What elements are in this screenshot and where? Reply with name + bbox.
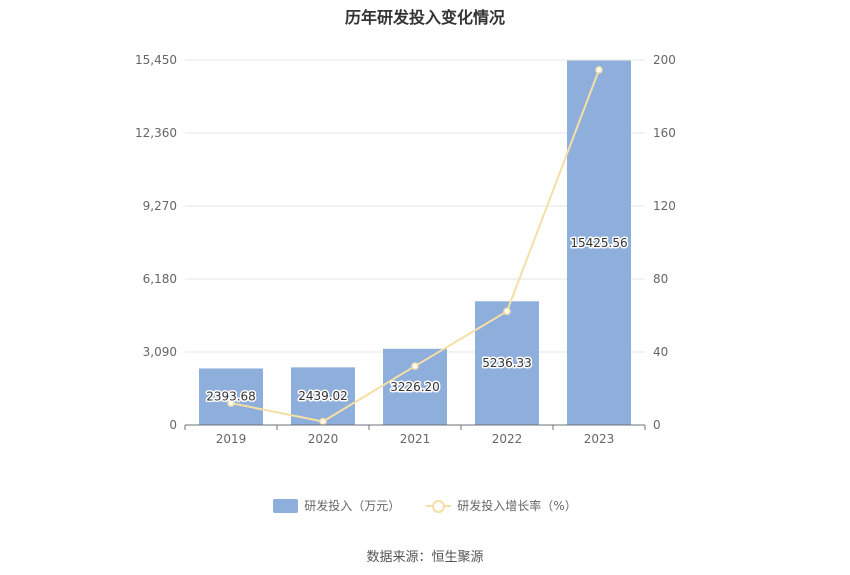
legend: 研发投入（万元） 研发投入增长率（%） [0, 497, 850, 514]
bar [475, 301, 539, 425]
right-axis-tick-label: 40 [653, 345, 668, 359]
bar [567, 60, 631, 425]
legend-line-swatch [426, 499, 452, 513]
right-axis-tick-label: 80 [653, 272, 668, 286]
bar-series [199, 60, 631, 425]
legend-item-line[interactable]: 研发投入增长率（%） [426, 497, 577, 514]
legend-bar-label: 研发投入（万元） [304, 499, 401, 513]
right-axis-tick-label: 160 [653, 126, 676, 140]
x-axis-tick-label: 2019 [216, 432, 247, 446]
right-axis-tick-label: 0 [653, 418, 661, 432]
x-axis-tick-label: 2020 [308, 432, 339, 446]
left-axis-tick-label: 15,450 [135, 53, 177, 67]
bar [291, 367, 355, 425]
bar-data-label: 2439.02 [298, 389, 348, 403]
chart-title: 历年研发投入变化情况 [344, 8, 505, 27]
bar-data-label: 2393.68 [206, 390, 256, 404]
left-y-axis: 0 3,090 6,180 9,270 12,360 15,450 [135, 53, 177, 432]
x-axis-tick-label: 2021 [400, 432, 431, 446]
line-series [227, 66, 603, 426]
right-y-axis: 0 40 80 120 160 200 [653, 53, 676, 432]
growth-rate-point [503, 307, 511, 316]
growth-rate-point [411, 362, 419, 370]
growth-rate-point [595, 66, 603, 74]
bar-data-label: 3226.20 [390, 380, 440, 394]
x-axis: 2019 2020 2021 2022 2023 [184, 424, 646, 446]
left-axis-tick-label: 3,090 [143, 345, 177, 359]
data-source: 数据来源：恒生聚源 [366, 550, 484, 565]
legend-line-label: 研发投入增长率（%） [457, 499, 577, 513]
left-axis-tick-label: 0 [169, 418, 177, 432]
bar-data-labels: 2393.68 2439.02 3226.20 5236.33 15425.56 [205, 234, 629, 405]
right-axis-tick-label: 200 [653, 53, 676, 67]
x-axis-tick-label: 2023 [584, 432, 615, 446]
bar [383, 348, 447, 425]
right-axis-tick-label: 120 [653, 199, 676, 213]
bar-data-label: 15425.56 [570, 236, 627, 250]
growth-rate-point [227, 399, 235, 407]
bar-data-label: 5236.33 [482, 356, 532, 370]
x-axis-tick-label: 2022 [492, 432, 523, 446]
left-axis-tick-label: 6,180 [143, 272, 177, 286]
legend-bar-swatch [273, 498, 299, 513]
left-axis-tick-label: 12,360 [135, 126, 177, 140]
chart-plot: 0 3,090 6,180 9,270 12,360 15,450 0 40 80 120 160… [135, 53, 676, 446]
growth-rate-point [319, 417, 327, 426]
left-axis-tick-label: 9,270 [143, 199, 177, 213]
bar [199, 368, 263, 425]
legend-item-bar[interactable]: 研发投入（万元） [273, 497, 400, 514]
